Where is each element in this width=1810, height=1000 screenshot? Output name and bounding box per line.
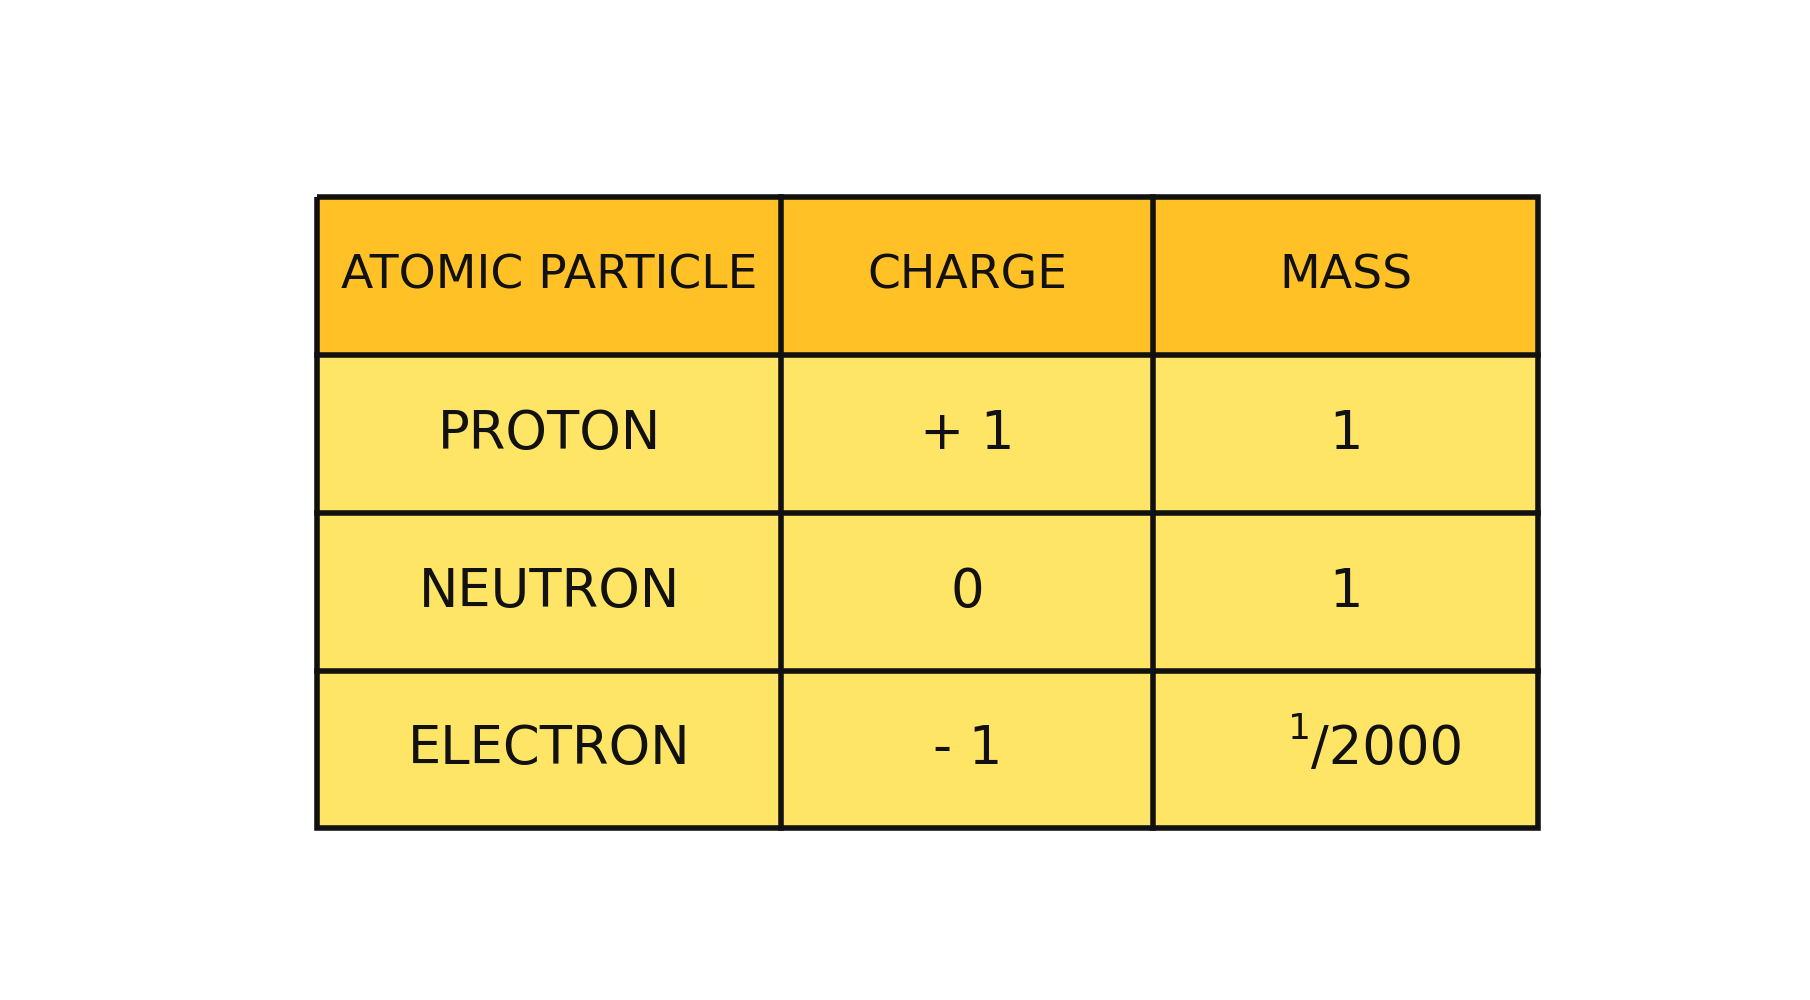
Text: /2000: /2000 — [1310, 723, 1462, 775]
Bar — [1153, 671, 1538, 828]
Text: MASS: MASS — [1280, 253, 1412, 298]
Bar — [782, 671, 1153, 828]
Bar — [782, 513, 1153, 671]
Text: 0: 0 — [950, 566, 985, 618]
Text: + 1: + 1 — [919, 408, 1015, 460]
Bar — [317, 355, 782, 513]
Text: ELECTRON: ELECTRON — [407, 723, 691, 775]
Text: CHARGE: CHARGE — [867, 253, 1068, 298]
Bar — [782, 355, 1153, 513]
Text: 1: 1 — [1287, 712, 1310, 746]
Bar — [317, 513, 782, 671]
Bar — [1153, 513, 1538, 671]
Text: - 1: - 1 — [932, 723, 1003, 775]
Bar — [1153, 355, 1538, 513]
Text: 1: 1 — [1329, 408, 1363, 460]
Text: ATOMIC PARTICLE: ATOMIC PARTICLE — [340, 253, 758, 298]
Text: NEUTRON: NEUTRON — [418, 566, 681, 618]
Bar — [317, 671, 782, 828]
Text: 1: 1 — [1329, 566, 1363, 618]
Text: PROTON: PROTON — [438, 408, 661, 460]
Bar — [1153, 197, 1538, 355]
Bar — [782, 197, 1153, 355]
Bar — [317, 197, 782, 355]
